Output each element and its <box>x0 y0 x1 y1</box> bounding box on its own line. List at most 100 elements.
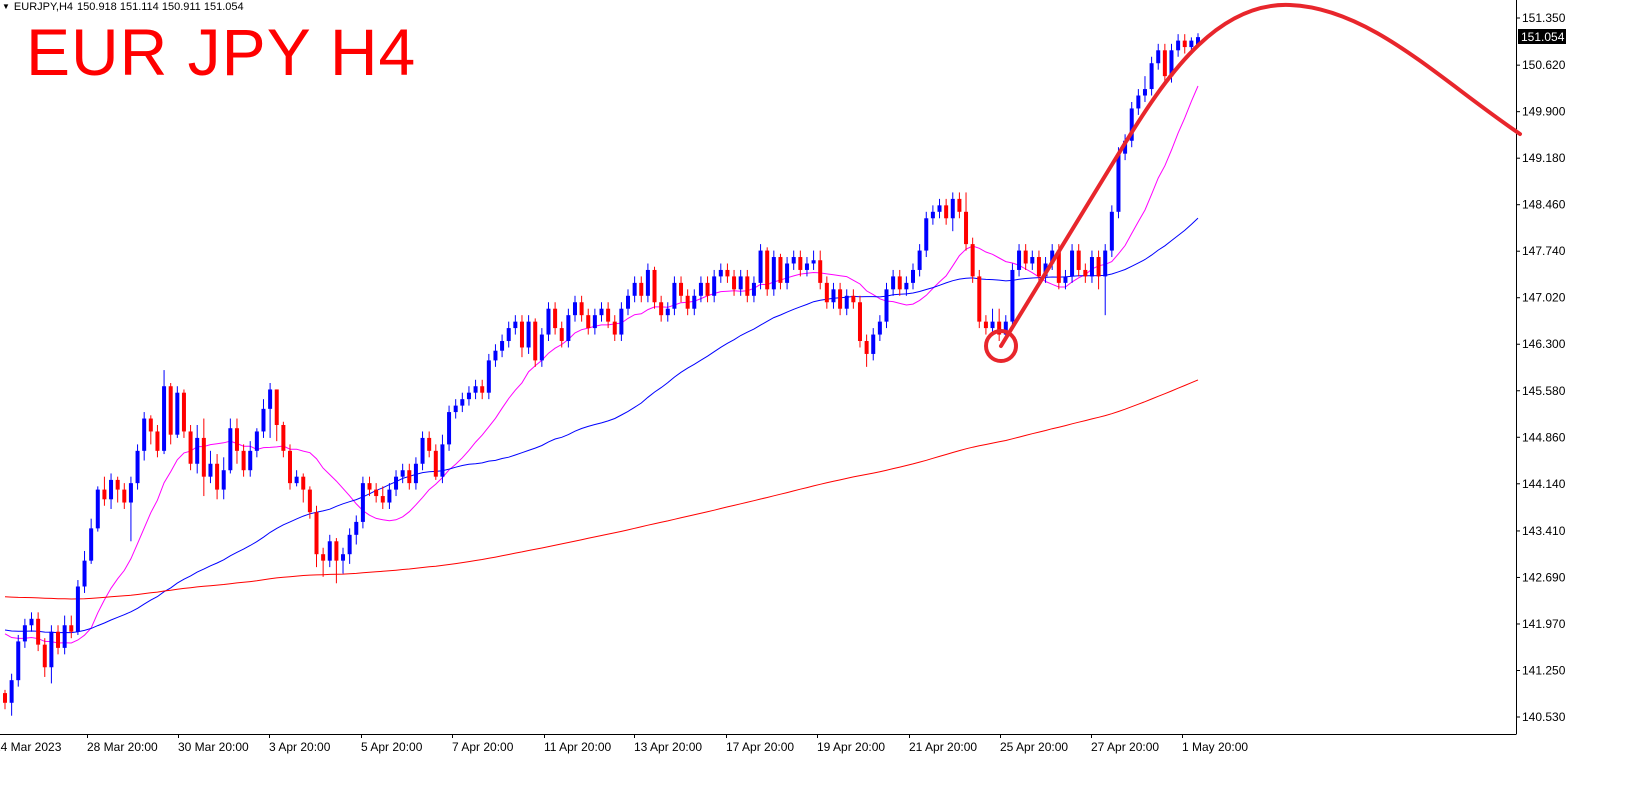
candle-body <box>248 450 253 471</box>
candle <box>632 276 637 303</box>
candle-body <box>374 489 379 497</box>
candle <box>334 538 339 584</box>
candle-body <box>626 295 631 309</box>
candle <box>718 263 723 283</box>
candle <box>360 476 365 529</box>
circle-marker <box>984 329 1018 363</box>
candle <box>440 434 445 484</box>
candle <box>274 389 279 442</box>
triangle-down-icon[interactable]: ▼ <box>2 2 10 11</box>
candle-body <box>1050 250 1055 264</box>
candle-body <box>1109 211 1114 251</box>
candle <box>493 344 498 367</box>
candle <box>394 470 399 497</box>
price-tick-label: 146.300 <box>1522 337 1566 351</box>
candle <box>148 415 153 445</box>
candle <box>572 295 577 322</box>
candle-body <box>572 302 577 316</box>
candle <box>115 476 120 503</box>
candle <box>619 302 624 342</box>
candle-body <box>765 250 770 290</box>
candle <box>168 383 173 445</box>
candle <box>413 457 418 490</box>
candle-body <box>718 269 723 277</box>
time-axis: 24 Mar 2023 28 Mar 20:00 30 Mar 20:00 3 Apr… <box>0 734 1248 754</box>
forecast-curve <box>1125 2 1522 142</box>
candle <box>692 289 697 316</box>
time-tick-label: 1 May 20:00 <box>1182 740 1248 754</box>
candle-body <box>1070 250 1075 277</box>
candle <box>1176 34 1181 57</box>
candle <box>69 615 74 639</box>
candle-body <box>732 276 737 290</box>
candle-body <box>539 334 544 361</box>
candle-body <box>944 205 949 219</box>
candle-body <box>652 269 657 303</box>
candle-body <box>1182 40 1187 48</box>
candle-body <box>228 428 233 471</box>
candle <box>155 424 160 458</box>
candle <box>579 295 584 322</box>
candle-body <box>142 418 147 451</box>
candle-body <box>1156 50 1161 64</box>
candle-body <box>519 321 524 348</box>
candle-body <box>334 541 339 561</box>
candle-body <box>698 282 703 296</box>
candle-body <box>871 334 876 354</box>
candle-body <box>970 244 975 277</box>
candle-body <box>566 315 571 342</box>
candle <box>447 405 452 451</box>
candle-body <box>387 489 392 503</box>
candle-body <box>400 470 405 477</box>
candle-body <box>1030 257 1035 264</box>
candle-body <box>1129 108 1134 141</box>
candle-body <box>268 389 273 409</box>
candle <box>937 198 942 219</box>
candle <box>838 282 843 316</box>
candle <box>281 421 286 458</box>
candle <box>957 192 962 219</box>
candle <box>1142 76 1147 102</box>
price-tick-label: 149.900 <box>1522 105 1566 119</box>
candle <box>215 454 220 500</box>
candle-body <box>857 302 862 342</box>
candle-body <box>321 554 326 561</box>
chart-overlay-title: EUR JPY H4 <box>26 15 417 89</box>
candle <box>732 269 737 296</box>
candle <box>201 418 206 497</box>
candle <box>738 269 743 296</box>
price-tick-label: 151.350 <box>1522 11 1566 25</box>
candle-body <box>327 541 332 561</box>
candle-body <box>128 483 133 503</box>
candle-body <box>831 289 836 303</box>
candle <box>891 269 896 296</box>
candlesticks <box>3 33 1200 716</box>
candle <box>1083 263 1088 283</box>
candle <box>831 282 836 309</box>
candle-body <box>725 269 730 277</box>
candle <box>347 528 352 564</box>
candle <box>3 689 7 710</box>
ma-fast-line <box>4 85 1199 644</box>
candle <box>758 244 763 290</box>
candle <box>380 486 385 509</box>
candle-body <box>148 418 153 432</box>
candle <box>506 321 511 348</box>
price-tick-label: 145.580 <box>1522 384 1566 398</box>
candle-body <box>506 328 511 342</box>
candle-body <box>307 489 312 513</box>
candle <box>997 308 1002 342</box>
candle <box>466 386 471 406</box>
candle <box>1156 43 1161 70</box>
candle-body <box>911 269 916 283</box>
candle-body <box>851 295 856 303</box>
candle <box>89 518 94 564</box>
candle <box>698 276 703 303</box>
candle <box>1109 205 1114 258</box>
candle <box>526 315 531 354</box>
candle-body <box>771 257 776 290</box>
candle <box>904 276 909 296</box>
candle <box>175 386 180 438</box>
